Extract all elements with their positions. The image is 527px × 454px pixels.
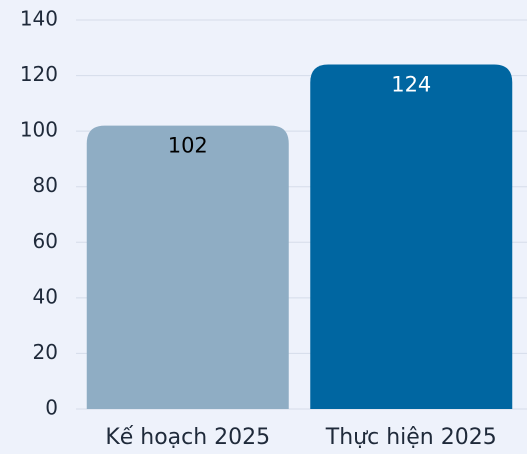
y-tick-label: 140 — [20, 7, 58, 31]
y-tick-label: 40 — [33, 284, 58, 308]
y-tick-label: 0 — [45, 396, 58, 420]
y-tick-label: 60 — [33, 229, 58, 253]
bar — [86, 125, 289, 409]
y-tick-label: 120 — [20, 62, 58, 86]
data-label: 102 — [168, 134, 208, 158]
bar — [310, 64, 513, 409]
x-tick-label: Thực hiện 2025 — [325, 425, 497, 450]
y-tick-label: 100 — [20, 118, 58, 142]
y-tick-label: 20 — [33, 340, 58, 364]
data-label: 124 — [391, 72, 431, 96]
x-tick-label: Kế hoạch 2025 — [105, 425, 270, 450]
y-tick-label: 80 — [33, 173, 58, 197]
